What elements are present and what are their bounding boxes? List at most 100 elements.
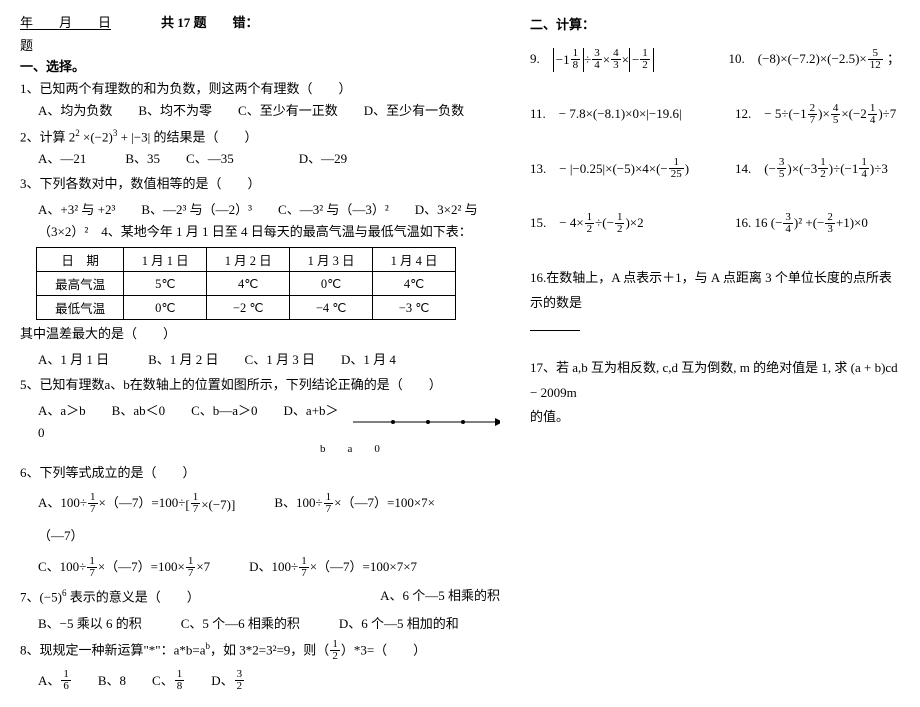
q2-mid: ×(−2) <box>80 129 113 144</box>
q14-tail: )÷3 <box>870 161 888 176</box>
q15-lead: 15. − 4× <box>530 215 584 230</box>
q12-mid: )× <box>818 106 830 121</box>
nl-zero: 0 <box>374 443 380 455</box>
q2-lead: 2、计算 2 <box>20 129 75 144</box>
th-d4: 1 月 4 日 <box>373 248 456 272</box>
q1-opts: A、均为负数 B、均不为零 C、至少有一正数 D、至少有一负数 <box>20 100 500 122</box>
q8B: B、8 C、 <box>72 673 174 688</box>
table-row: 最低气温 0℃ −2 ℃ −4 ℃ −3 ℃ <box>37 296 456 320</box>
q6-opts: A、100÷17×（—7）=100÷[17×(−7)] B、100÷17×（—7… <box>20 487 500 582</box>
q11: 11. − 7.8×(−8.1)×0×|−19.6| <box>530 102 695 127</box>
q10-body: (−8)×(−7.2)×(−2.5)× <box>758 51 867 66</box>
td: 4℃ <box>373 272 456 296</box>
nl-b: b <box>320 443 326 455</box>
q14-lead: 14. (− <box>735 161 776 176</box>
q8-opts: A、16 B、8 C、18 D、32 <box>20 667 500 696</box>
left-column: 年 月 日 共 17 题 错： 题 一、选择。 1、已知两个有理数的和为负数，则… <box>20 12 500 695</box>
q13: 13. − |−0.25|×(−5)×4×(−125) <box>530 157 695 182</box>
q6A-mid: ×（—7）=100÷ <box>99 495 186 510</box>
table-row: 最高气温 5℃ 4℃ 0℃ 4℃ <box>37 272 456 296</box>
td: 5℃ <box>124 272 207 296</box>
q16b: 16.在数轴上，A 点表示＋1，与 A 点距离 3 个单位长度的点所表示的数是 <box>530 266 900 340</box>
q8D: D、 <box>185 673 233 688</box>
q7-opts: B、−5 乘以 6 的积 C、5 个—6 相乘的积 D、6 个—5 相加的和 <box>20 613 500 635</box>
td: 4℃ <box>207 272 290 296</box>
q15: 15. − 4×12÷(−12)×2 <box>530 211 695 236</box>
q6D-pre: D、100÷ <box>249 559 298 574</box>
q1: 1、已知两个有理数的和为负数，则这两个有理数（ ） A、均为负数 B、均不为零 … <box>20 79 500 122</box>
header-count: 共 17 题 错： <box>161 12 259 31</box>
row-11-12: 11. − 7.8×(−8.1)×0×|−19.6| 12. − 5÷(−127… <box>530 102 900 127</box>
q6B-pre: B、100÷ <box>274 495 322 510</box>
q14: 14. (−35)×(−312)÷(−114)÷3 <box>735 157 900 182</box>
q8-post: ）*3=（ ） <box>341 642 426 657</box>
q3-opts-a: A、+3² 与 +2³ B、—2³ 与（—2）³ C、—3² 与（—3）² D、… <box>38 202 478 217</box>
table-row: 日 期 1 月 1 日 1 月 2 日 1 月 3 日 1 月 4 日 <box>37 248 456 272</box>
q8A: A、 <box>38 673 60 688</box>
q17-tail: 的值。 <box>530 409 569 424</box>
header-row: 年 月 日 共 17 题 错： <box>20 12 500 31</box>
q13-lead: 13. − |−0.25|×(−5)×4×(− <box>530 161 668 176</box>
row-15-16: 15. − 4×12÷(−12)×2 16. 16 (−34)² +(−23+1… <box>530 211 900 236</box>
q14-mid2: )÷(−1 <box>829 161 859 176</box>
q3-opts-b: （3×2）² 4、某地今年 1 月 1 日至 4 日每天的最高气温与最低气温如下… <box>38 224 472 239</box>
th-d1: 1 月 1 日 <box>124 248 207 272</box>
q1-text: 1、已知两个有理数的和为负数，则这两个有理数（ ） <box>20 81 352 96</box>
q17-pre: 17、若 a,b 互为相反数, c,d 互为倒数, m 的绝对值是 1, 求 (… <box>530 360 898 400</box>
header-extra: 题 <box>20 35 500 54</box>
q6D-post: ×（—7）=100×7×7 <box>310 559 417 574</box>
nl-a: a <box>348 443 353 455</box>
q6-neg7: （—7） <box>38 528 84 543</box>
q16-mid: )² +(− <box>794 215 824 230</box>
q16-tail: +1)×0 <box>836 215 868 230</box>
q15-mid: ÷(− <box>595 215 614 230</box>
q5-opts: A、a＞b B、ab＜0 C、b—a＞0 D、a+b＞0 <box>38 400 339 444</box>
q17: 17、若 a,b 互为相反数, c,d 互为倒数, m 的绝对值是 1, 求 (… <box>530 356 900 430</box>
td: 0℃ <box>124 296 207 320</box>
q4-opts: A、1 月 1 日 B、1 月 2 日 C、1 月 3 日 D、1 月 4 <box>20 349 500 371</box>
q3-opts: A、+3² 与 +2³ B、—2³ 与（—2）³ C、—3² 与（—3）² D、… <box>20 199 500 243</box>
th-d2: 1 月 2 日 <box>207 248 290 272</box>
q6B-post: ×（—7）=100×7× <box>334 495 435 510</box>
numberline-icon <box>353 414 500 430</box>
q3: 3、下列各数对中，数值相等的是（ ） <box>20 174 500 195</box>
td: −4 ℃ <box>290 296 373 320</box>
q7: 7、(−5)6 表示的意义是（ ） A、6 个—5 相乘的积 <box>20 586 500 608</box>
td: −3 ℃ <box>373 296 456 320</box>
q8-pre: 8、现规定一种新运算"*"：a*b=a <box>20 642 206 657</box>
q12-tail: )÷7 <box>878 106 896 121</box>
q5: 5、已知有理数a、b在数轴上的位置如图所示，下列结论正确的是（ ） <box>20 375 500 396</box>
q6C-tail: ×7 <box>196 559 210 574</box>
section2-title: 二、计算： <box>530 14 900 33</box>
blank-line <box>530 319 580 332</box>
q4-after: 其中温差最大的是（ ） <box>20 324 500 345</box>
th-d3: 1 月 3 日 <box>290 248 373 272</box>
row-13-14: 13. − |−0.25|×(−5)×4×(−125) 14. (−35)×(−… <box>530 157 900 182</box>
q6A-pre: A、100÷ <box>38 495 87 510</box>
q6: 6、下列等式成立的是（ ） <box>20 463 500 484</box>
q16-lead: 16. 16 (− <box>735 215 782 230</box>
q15-tail: )×2 <box>625 215 643 230</box>
q7-lead: 7、(−5) <box>20 590 62 605</box>
q12-lead: 12. − 5÷(−1 <box>735 106 807 121</box>
q9: 9. −118÷34×43×−12 <box>530 47 689 72</box>
q7-A: A、6 个—5 相乘的积 <box>380 586 500 608</box>
temperature-table: 日 期 1 月 1 日 1 月 2 日 1 月 3 日 1 月 4 日 最高气温… <box>36 247 456 320</box>
section1-title: 一、选择。 <box>20 56 500 75</box>
td: −2 ℃ <box>207 296 290 320</box>
td-lo-label: 最低气温 <box>37 296 124 320</box>
q16: 16. 16 (−34)² +(−23+1)×0 <box>735 211 900 236</box>
th-date: 日 期 <box>37 248 124 272</box>
q12: 12. − 5÷(−127)×45×(−214)÷7 <box>735 102 900 127</box>
header-date: 年 月 日 <box>20 12 111 31</box>
q7-tail: 表示的意义是（ ） <box>67 590 200 605</box>
q16b-text: 16.在数轴上，A 点表示＋1，与 A 点距离 3 个单位长度的点所表示的数是 <box>530 270 892 310</box>
q8-mid: ，如 3*2=3²=9，则（ <box>210 642 329 657</box>
q14-mid: )×(−3 <box>787 161 817 176</box>
q10: 10. (−8)×(−7.2)×(−2.5)×512 ； <box>729 47 901 72</box>
row-9-10: 9. −118÷34×43×−12 10. (−8)×(−7.2)×(−2.5)… <box>530 47 900 72</box>
q6C-pre: C、100÷ <box>38 559 86 574</box>
q10-lead: 10. <box>729 51 758 66</box>
q2-tail: + |−3| 的结果是（ ） <box>117 129 257 144</box>
td-hi-label: 最高气温 <box>37 272 124 296</box>
